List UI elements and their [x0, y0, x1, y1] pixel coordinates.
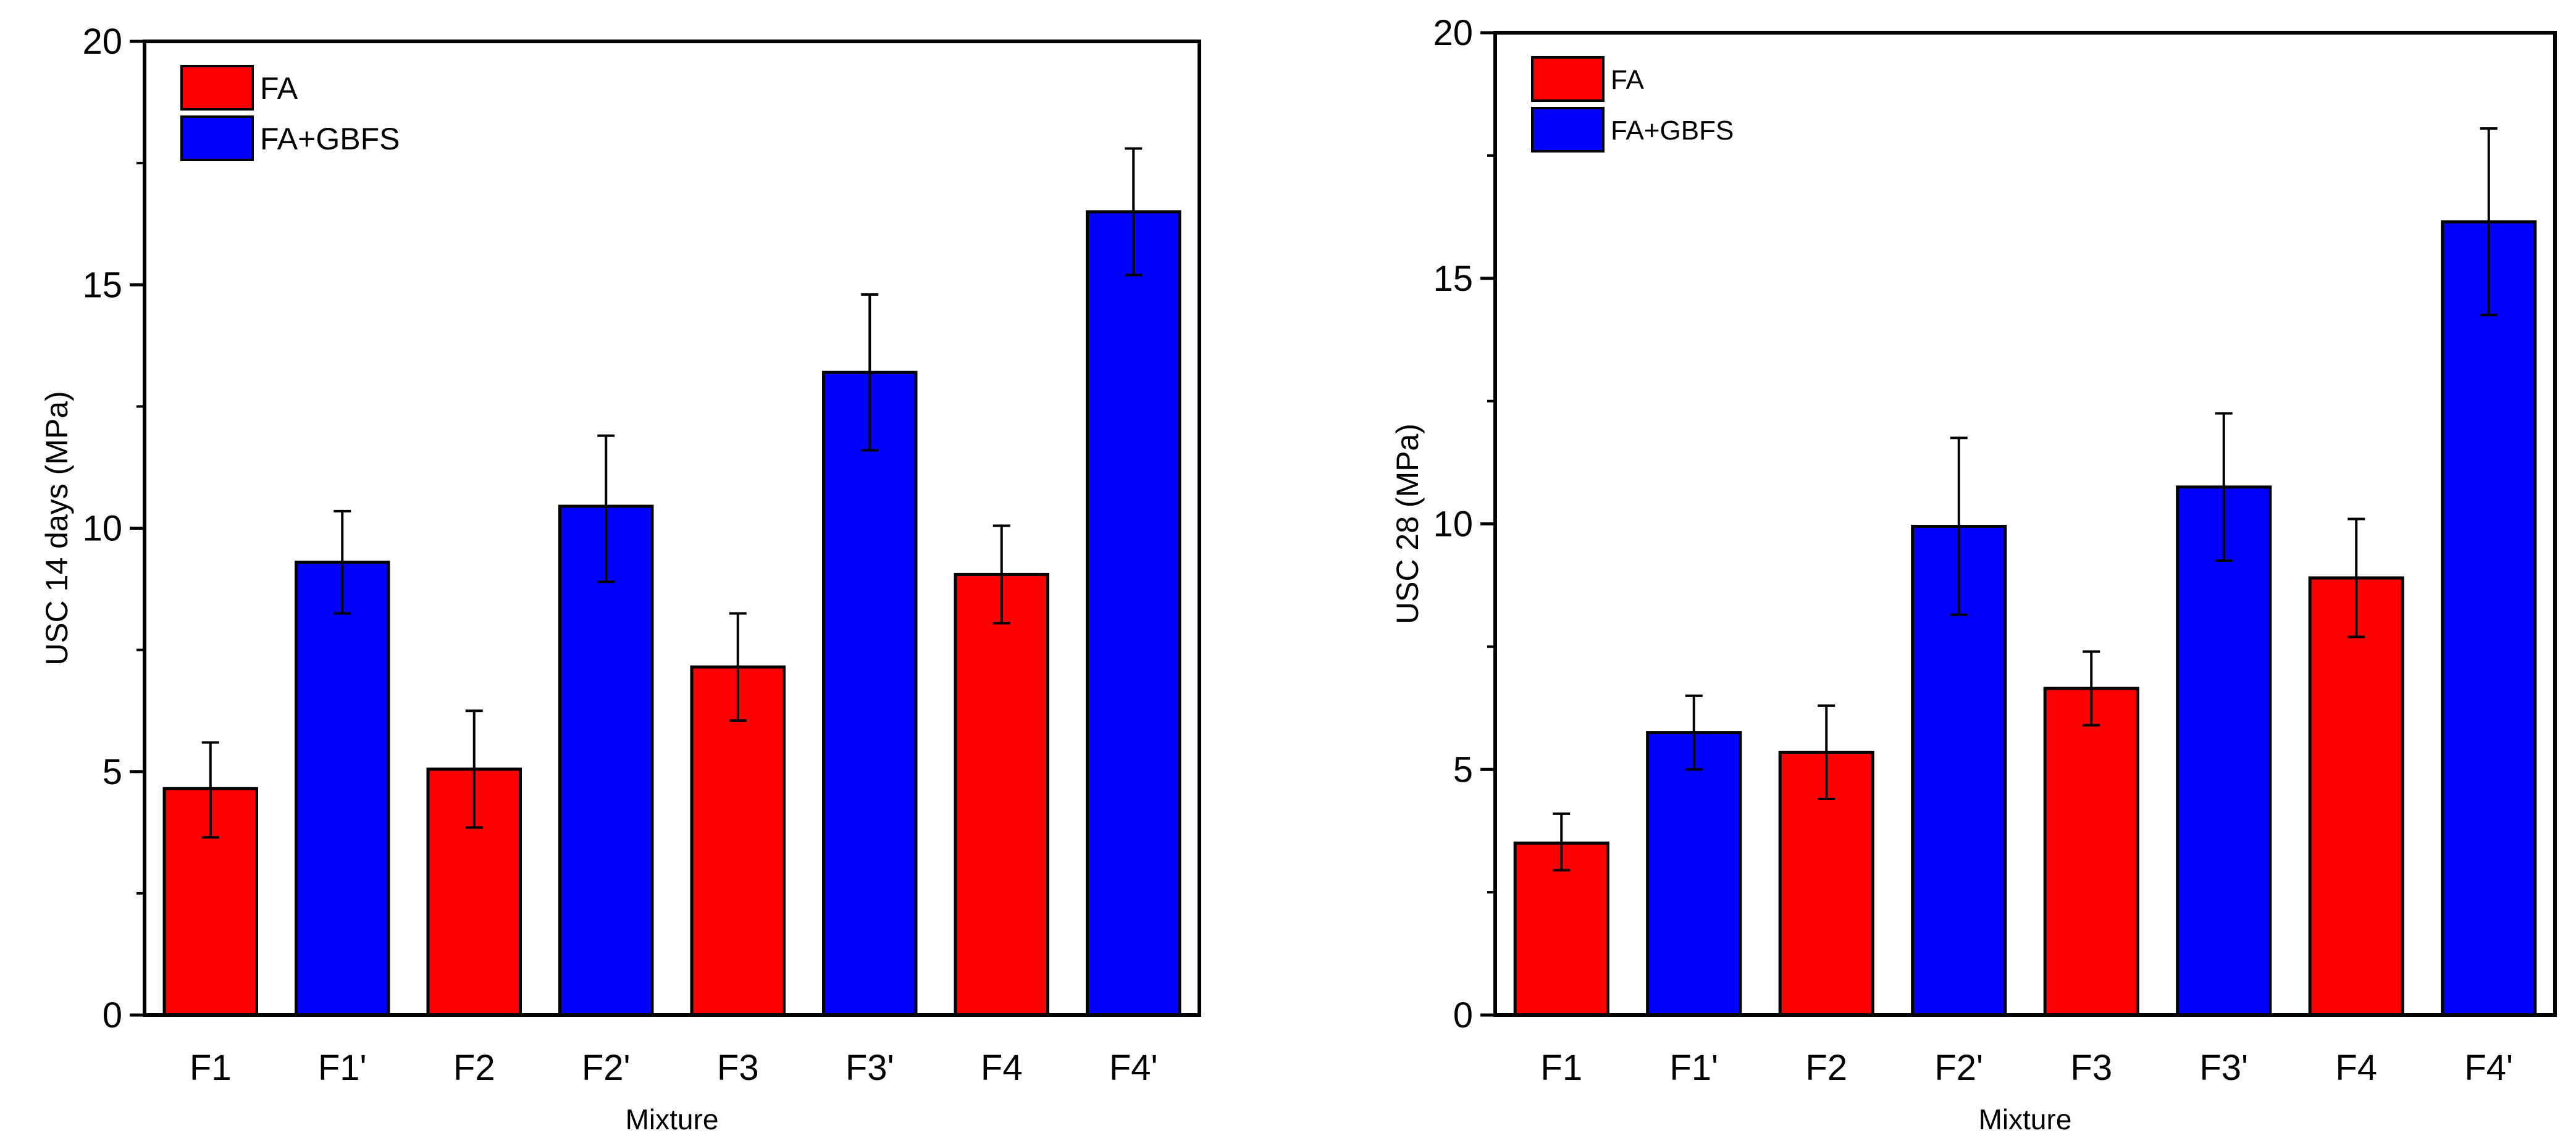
y-tick-label: 20: [1433, 13, 1473, 53]
x-tick-label: F4: [2335, 1048, 2377, 1088]
y-tick-label: 0: [103, 995, 122, 1035]
x-tick-label: F1: [1540, 1048, 1582, 1088]
y-tick-label: 20: [82, 22, 122, 62]
y-tick-label: 10: [82, 509, 122, 549]
y-tick-label: 10: [1433, 504, 1473, 545]
bar-F3: [2043, 687, 2139, 1017]
x-tick-label: F2: [1805, 1048, 1847, 1088]
bar-F1: [1513, 842, 1609, 1017]
x-tick-label: F3': [845, 1048, 894, 1088]
bar-F1': [295, 561, 390, 1017]
bar-F4: [2308, 576, 2404, 1017]
y-axis-label: USC 28 (MPa): [1390, 424, 1425, 624]
x-tick-label: F1: [190, 1048, 232, 1088]
y-tick-label: 15: [82, 265, 122, 305]
bar-F1': [1646, 731, 1742, 1017]
legend-swatch-1: [180, 115, 254, 161]
y-tick-label: 5: [1453, 750, 1473, 790]
x-tick-label: F2: [453, 1048, 495, 1088]
y-tick-label: 15: [1433, 259, 1473, 299]
legend-swatch-1: [1531, 107, 1605, 153]
x-tick-label: F1': [1669, 1048, 1718, 1088]
bar-F4: [954, 572, 1049, 1017]
legend-label: FA: [260, 71, 298, 106]
x-tick-label: F3: [2070, 1048, 2112, 1088]
bar-F2': [1911, 524, 2007, 1017]
legend-swatch-0: [180, 65, 254, 111]
x-tick-label: F4': [1109, 1048, 1158, 1088]
x-tick-label: F4': [2464, 1048, 2513, 1088]
y-tick-label: 5: [103, 752, 122, 792]
chart-usc-28-days: F1 F1' F2 F2' F3 F3' F4 F4' 0 5 10 15 20 Mixture USC 2…: [1390, 13, 2557, 1135]
x-axis-label: Mixture: [1979, 1103, 2072, 1135]
bar-F3': [2176, 485, 2272, 1017]
bar-F4': [2441, 220, 2537, 1017]
legend-swatch-0: [1531, 56, 1605, 102]
legend-label: FA+GBFS: [260, 122, 400, 156]
x-tick-label: F2': [582, 1048, 631, 1088]
legend-label: FA: [1611, 65, 1644, 95]
y-tick-label: 0: [1453, 995, 1473, 1035]
x-tick-label: F3': [2199, 1048, 2248, 1088]
x-tick-label: F2': [1934, 1048, 1983, 1088]
x-tick-label: F3: [717, 1048, 759, 1088]
x-axis-label: Mixture: [626, 1103, 719, 1135]
x-tick-label: F1': [318, 1048, 367, 1088]
x-tick-label: F4: [981, 1048, 1023, 1088]
chart-usc-14-days: F1 F1' F2 F2' F3 F3' F4 F4' 0 5 10 15 20 Mixture USC 1…: [40, 22, 1201, 1135]
y-axis-label: USC 14 days (MPa): [40, 391, 74, 666]
legend-label: FA+GBFS: [1611, 115, 1734, 146]
bar-F3': [822, 370, 918, 1017]
bar-F4': [1086, 210, 1181, 1017]
